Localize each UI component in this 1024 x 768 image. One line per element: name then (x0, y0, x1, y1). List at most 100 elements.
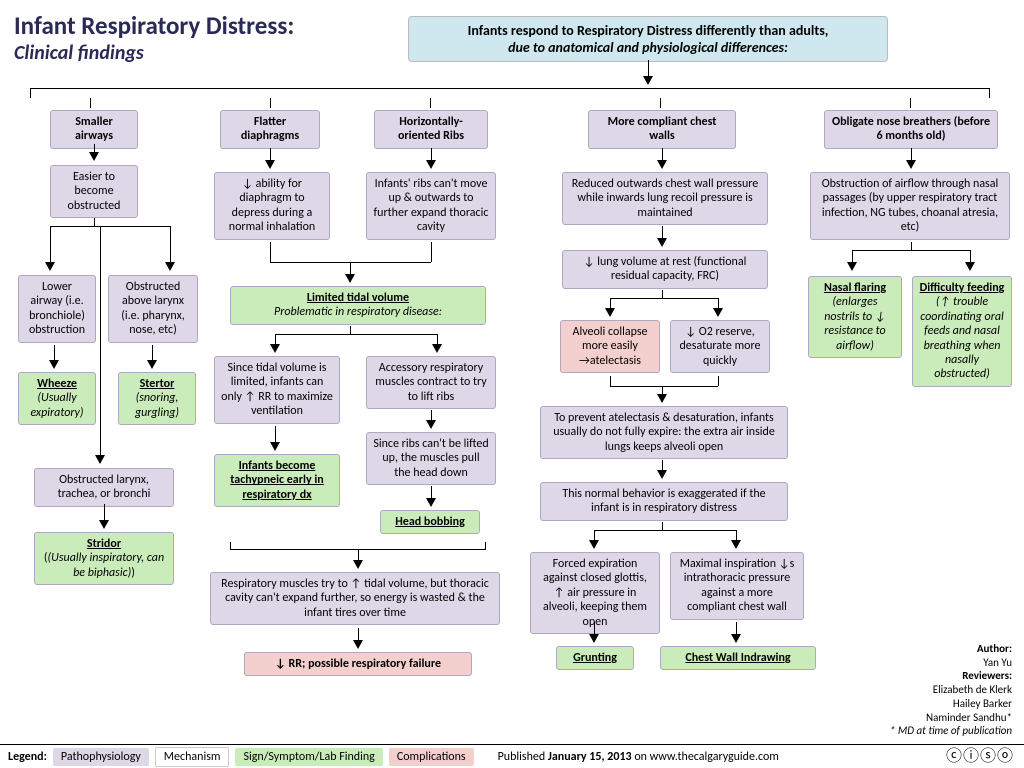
connector (270, 242, 271, 262)
arrow-icon (731, 634, 741, 643)
connector (100, 226, 101, 456)
stertor-sub: (snoring, gurgling) (135, 391, 179, 419)
arrow-icon (49, 360, 59, 369)
node-nasal-flaring: Nasal flaring (enlarges nostrils to ↓ re… (808, 276, 902, 358)
connector (594, 530, 736, 531)
stertor-title: Stertor (140, 377, 175, 391)
node-resp-muscles: Respiratory muscles try to ↑ tidal volum… (210, 572, 500, 625)
node-accessory-muscles: Accessory respiratory muscles contract t… (366, 356, 496, 409)
feed-title: Difficulty feeding (920, 281, 1005, 295)
arrow-icon (657, 160, 667, 169)
arrow-icon (270, 442, 280, 451)
arrow-icon (270, 344, 280, 353)
node-prevent-atel: To prevent atelectasis & desaturation, i… (540, 406, 788, 459)
cc-license-icon: ⓒⓘⓢⓞ (946, 742, 1014, 766)
arrow-icon (657, 394, 667, 403)
legend-comp: Complications (389, 748, 474, 766)
node-exaggerated: This normal behavior is exaggerated if t… (540, 482, 788, 521)
arrow-icon (965, 262, 975, 271)
author-label: Author: (882, 642, 1012, 656)
connector (50, 226, 170, 227)
node-stridor: Stridor ((Usually inspiratory, can be bi… (34, 532, 174, 585)
node-nasal-obstruction: Obstruction of airflow through nasal pas… (810, 172, 1010, 240)
intro-line2: due to anatomical and physiological diff… (423, 39, 873, 56)
node-indrawing: Chest Wall Indrawing (660, 646, 816, 670)
reviewer: Elizabeth de Klerk (882, 683, 1012, 697)
connector (170, 226, 171, 266)
node-since-tidal: Since tidal volume is limited, infants c… (214, 356, 340, 424)
arrow-icon (345, 274, 355, 283)
legend-mech: Mechanism (155, 747, 230, 767)
connector (350, 326, 351, 334)
reviewers-label: Reviewers: (882, 669, 1012, 683)
node-diaphragm-ability: ↓ ability for diaphragm to depress durin… (214, 172, 330, 240)
bracket (30, 88, 990, 98)
connector (50, 226, 51, 266)
node-wheeze: Wheeze (Usually expiratory) (18, 372, 96, 425)
connector (662, 522, 663, 530)
legend-label: Legend: (8, 750, 47, 764)
connector (911, 242, 912, 250)
arrow-icon (426, 160, 436, 169)
reviewer: Naminder Sandhu* (882, 711, 1012, 725)
page-subtitle: Clinical findings (14, 41, 294, 65)
node-resp-failure: ↓ RR; possible respiratory failure (244, 652, 472, 676)
feed-sub: (↑ trouble coordinating oral feeds and n… (920, 295, 1004, 381)
ltv-title: Limited tidal volume (307, 291, 409, 305)
arrow-icon (89, 152, 99, 161)
wheeze-title: Wheeze (37, 377, 77, 391)
intro-box: Infants respond to Respiratory Distress … (408, 16, 888, 62)
arrow-icon (847, 262, 857, 271)
node-reduced-pressure: Reduced outwards chest wall pressure whi… (562, 172, 768, 225)
connector (660, 98, 661, 108)
node-above-larynx: Obstructed above larynx (i.e. pharynx, n… (108, 275, 198, 343)
page-title: Infant Respiratory Distress: (14, 10, 294, 41)
flare-title: Nasal flaring (824, 281, 886, 295)
stridor-title: Stridor (87, 537, 121, 551)
node-o2-reserve: ↓ O2 reserve, desaturate more quickly (670, 320, 770, 373)
node-nose-breathers: Obligate nose breathers (before 6 months… (824, 110, 998, 149)
connector (910, 98, 911, 108)
connector (610, 376, 611, 386)
node-atelectasis: Alveoli collapse more easily →atelectasi… (560, 320, 660, 373)
arrow-icon (165, 262, 175, 271)
connector (94, 144, 95, 152)
node-flatter-diaphragms: Flatter diaphragms (220, 110, 320, 149)
legend-pub: Published January 15, 2013 on www.thecal… (498, 750, 779, 764)
arrow-icon (353, 560, 363, 569)
arrow-icon (643, 76, 653, 85)
arrow-icon (589, 634, 599, 643)
legend-patho: Pathophysiology (53, 748, 149, 766)
arrow-icon (353, 640, 363, 649)
flare-sub: (enlarges nostrils to ↓ resistance to ai… (824, 295, 886, 352)
node-lung-volume: ↓ lung volume at rest (functional residu… (562, 250, 768, 289)
node-compliant-walls: More compliant chest walls (588, 110, 736, 149)
connector (648, 60, 649, 76)
connector (610, 386, 718, 387)
arrow-icon (605, 308, 615, 317)
connector (431, 242, 432, 262)
reviewer-note: * MD at time of publication (882, 724, 1012, 738)
arrow-icon (265, 160, 275, 169)
credits: Author: Yan Yu Reviewers: Elizabeth de K… (882, 642, 1012, 738)
connector (90, 98, 91, 108)
node-ribs-pull-head: Since ribs can't be lifted up, the muscl… (366, 432, 496, 485)
connector (94, 218, 95, 226)
node-forced-exp: Forced expiration against closed glottis… (530, 552, 660, 634)
node-ribs-cant-move: Infants' ribs can't move up & outwards t… (366, 172, 496, 240)
arrow-icon (147, 360, 157, 369)
arrow-icon (99, 520, 109, 529)
node-lower-airway: Lower airway (i.e. bronchiole) obstructi… (18, 275, 96, 343)
connector (662, 290, 663, 298)
arrow-icon (426, 420, 436, 429)
node-grunting: Grunting (556, 646, 634, 670)
legend-bar: Legend: Pathophysiology Mechanism Sign/S… (0, 744, 1024, 768)
arrow-icon (95, 455, 105, 464)
arrow-icon (426, 498, 436, 507)
intro-line1: Infants respond to Respiratory Distress … (423, 22, 873, 39)
arrow-icon (657, 238, 667, 247)
node-easier-obstructed: Easier to become obstructed (50, 165, 138, 218)
node-head-bobbing: Head bobbing (380, 510, 480, 534)
connector (718, 376, 719, 386)
node-stertor: Stertor (snoring, gurgling) (118, 372, 196, 425)
